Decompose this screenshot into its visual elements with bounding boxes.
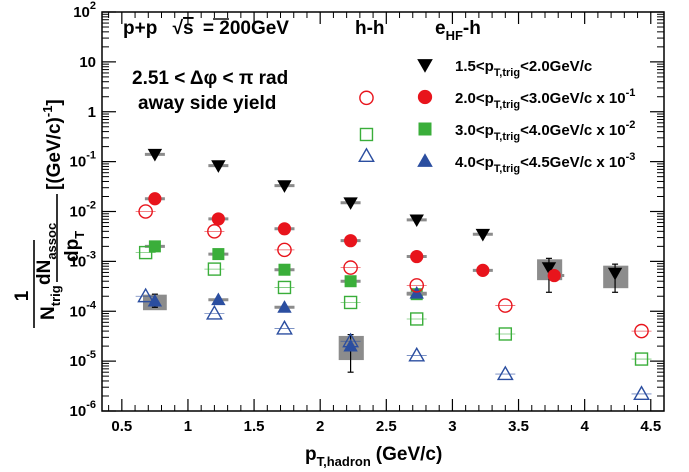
data-point [344, 275, 357, 288]
data-point [475, 228, 491, 242]
hh-legend-marker [358, 147, 375, 163]
y-tick-label: 10-6 [70, 399, 96, 420]
y-tick-label: 1 [88, 104, 96, 121]
data-point [211, 212, 225, 226]
data-points [135, 90, 652, 401]
y-axis-label: 1 Ntrig dNassoc dpT [(GeV/c)-1] [12, 99, 87, 328]
legend-entry-1: 1.5<pT,trig<2.0GeV/c [455, 58, 592, 79]
away-side-annotation: away side yield [138, 93, 276, 114]
data-point [277, 222, 292, 236]
data-point [343, 338, 358, 352]
data-point [410, 312, 424, 326]
data-point [138, 204, 153, 219]
legend-markers [417, 59, 433, 167]
data-point [147, 293, 163, 307]
data-point [409, 214, 424, 228]
data-point [476, 263, 490, 277]
legend-marker [417, 153, 433, 167]
x-tick-label: 2.5 [376, 418, 397, 435]
y-tick-label: 10-3 [70, 249, 96, 270]
data-point [343, 295, 358, 310]
svg-text:dNassoc: dNassoc [34, 223, 59, 285]
data-point [205, 304, 223, 320]
data-point [277, 242, 292, 258]
svg-text:dpT: dpT [62, 231, 87, 262]
data-point [408, 346, 426, 362]
data-point [634, 323, 649, 339]
y-tick-label: 10-2 [70, 200, 96, 221]
data-point [607, 267, 623, 281]
data-point [343, 260, 358, 275]
x-tick-label: 2 [316, 418, 324, 435]
axis-ticks [102, 11, 665, 412]
legend-marker [417, 89, 433, 105]
data-point [207, 262, 222, 276]
data-point [276, 319, 293, 335]
svg-text:1: 1 [12, 290, 33, 301]
hh-header: h-h [355, 18, 385, 39]
data-point [496, 365, 514, 381]
y-tick-label: 10-1 [70, 150, 96, 171]
data-point [634, 352, 649, 366]
y-tick-label: 10-4 [70, 299, 97, 320]
hh-legend-marker [359, 127, 374, 142]
system-label: p+p √s = 200GeV [123, 18, 289, 39]
legend-entry-2: 2.0<pT,trig<3.0GeV/c x 10-1 [455, 87, 635, 111]
data-point [211, 292, 226, 306]
dphi-annotation: 2.51 < Δφ < π rad [132, 68, 288, 89]
y-tick-label: 10-5 [70, 349, 96, 370]
data-point [342, 332, 360, 348]
data-point [137, 287, 155, 303]
legend-marker [418, 122, 432, 136]
x-tick-label: 4 [580, 418, 589, 435]
svg-text:[(GeV/c)-1]: [(GeV/c)-1] [40, 99, 65, 190]
data-point [277, 180, 292, 193]
data-point [409, 278, 425, 293]
x-tick-label: 1 [184, 418, 192, 435]
data-point [138, 245, 153, 260]
y-tick-label: 102 [73, 0, 96, 21]
data-point [147, 148, 163, 162]
data-point [207, 224, 222, 239]
data-point [278, 263, 291, 276]
data-point [541, 262, 557, 275]
data-point [498, 298, 513, 313]
data-point [633, 385, 650, 401]
x-tick-label: 3 [448, 418, 456, 435]
plot-frame [101, 11, 665, 412]
x-tick-label: 0.5 [111, 418, 132, 435]
data-point [343, 197, 358, 210]
data-point [212, 248, 225, 261]
ehf-header: eHF-h [435, 18, 481, 43]
data-point [211, 160, 226, 173]
data-point [410, 249, 424, 264]
data-point [277, 300, 292, 313]
x-tick-label: 3.5 [508, 418, 529, 435]
legend-entry-4: 4.0<pT,trig<4.5GeV/c x 10-3 [455, 151, 635, 175]
hh-legend-marker [359, 90, 374, 106]
data-point [148, 192, 162, 206]
x-tick-label: 1.5 [244, 418, 265, 435]
data-point [344, 234, 358, 248]
y-tick-label: 10 [79, 54, 96, 71]
legend: 1.5<pT,trig<2.0GeV/c 2.0<pT,trig<3.0GeV/… [417, 58, 635, 175]
x-tick-label: 4.5 [640, 418, 661, 435]
tick-labels: 0.5 1 1.5 2 2.5 3 3.5 4 4.5 10-6 10-5 10-4 10-3 10-2 1… [70, 0, 662, 435]
data-point [547, 268, 561, 283]
legend-entry-3: 3.0<pT,trig<4.0GeV/c x 10-2 [455, 119, 635, 143]
data-point [277, 280, 292, 295]
data-point [498, 327, 513, 341]
svg-text:Ntrig: Ntrig [38, 285, 63, 320]
legend-marker [417, 59, 433, 73]
x-axis-label: pT,hadron (GeV/c) [305, 444, 442, 469]
